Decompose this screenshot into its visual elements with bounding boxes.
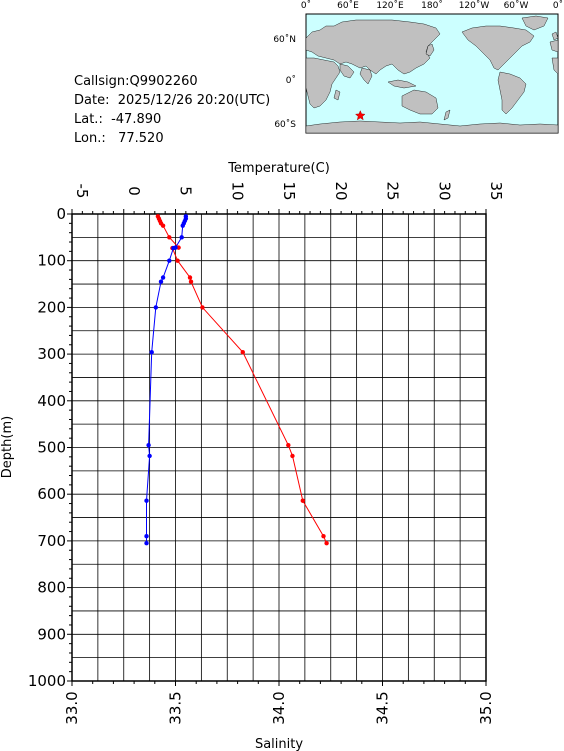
north-america-land xyxy=(461,25,535,71)
salinity-data-point xyxy=(146,442,151,448)
salinity-tick-label: 33.5 xyxy=(167,691,185,724)
temperature-tick-label: 25 xyxy=(384,181,402,200)
eurasia-land xyxy=(305,19,441,75)
temperature-data-point xyxy=(188,279,194,284)
salinity-data-point xyxy=(144,498,149,503)
temperature-data-point xyxy=(324,541,329,546)
salinity-data-point xyxy=(144,534,149,539)
map-lat-label: 0˚ xyxy=(286,75,296,86)
map-lon-label: 120˚E xyxy=(376,0,404,11)
africa-west-land xyxy=(551,57,559,75)
depth-tick-label: 500 xyxy=(37,439,66,457)
salinity-tick-label: 35.0 xyxy=(477,691,495,724)
salinity-data-point xyxy=(167,258,172,263)
temperature-data-point xyxy=(240,350,245,355)
map-lon-label: 60˚W xyxy=(504,0,529,11)
arabia-land xyxy=(339,63,355,79)
depth-tick-label: 0 xyxy=(56,205,66,223)
temperature-tick-label: 20 xyxy=(332,181,350,200)
minor-ticks xyxy=(67,209,487,686)
salinity-data-point xyxy=(158,279,164,284)
temperature-tick-label: 10 xyxy=(228,181,246,200)
depth-tick-labels: 0 100 200 300 400 500 600 700 800 900 1000 xyxy=(28,205,66,690)
temperature-data-point xyxy=(175,258,180,263)
uk-land xyxy=(551,31,559,41)
temperature-data-point xyxy=(176,245,181,250)
depth-tick-label: 100 xyxy=(37,252,66,270)
depth-tick-label: 300 xyxy=(37,345,66,363)
japan-land xyxy=(425,43,435,57)
date-text: Date: 2025/12/26 20:20(UTC) xyxy=(74,93,271,108)
temperature-data-point xyxy=(290,453,295,459)
temperature-data-point xyxy=(300,498,306,503)
map-lat-label: 60˚N xyxy=(273,34,296,45)
depth-tick-label: 900 xyxy=(37,625,66,643)
indonesia-land xyxy=(387,79,417,89)
depth-tick-label: 600 xyxy=(37,485,66,503)
australia-land xyxy=(401,89,439,115)
temperature-tick-label: 35 xyxy=(487,181,505,200)
africa-land xyxy=(305,57,341,109)
longitude-text: Lon.: 77.520 xyxy=(74,131,164,146)
temperature-tick-label: 30 xyxy=(435,181,453,200)
temperature-data-point xyxy=(200,305,205,310)
chart-grid xyxy=(72,214,486,681)
map-lon-label: 0˚ xyxy=(301,0,311,11)
salinity-axis-title: Salinity xyxy=(255,737,303,751)
salinity-tick-label: 34.5 xyxy=(374,691,392,724)
temperature-axis-title: Temperature(C) xyxy=(227,161,330,176)
temperature-data-point xyxy=(321,534,326,539)
station-info: Callsign:Q9902260 Date: 2025/12/26 20:20… xyxy=(74,72,270,148)
depth-tick-label: 400 xyxy=(37,392,66,410)
map-lon-label: 0˚ xyxy=(553,0,563,11)
temperature-data-point xyxy=(286,442,291,448)
new-zealand-land xyxy=(443,109,451,121)
temperature-tick-label: 0 xyxy=(125,186,143,196)
south-america-land xyxy=(497,71,527,115)
greenland-land xyxy=(521,15,549,31)
latitude-text: Lat.: -47.890 xyxy=(74,112,162,127)
temperature-tick-label: 5 xyxy=(177,186,195,196)
depth-tick-label: 800 xyxy=(37,579,66,597)
depth-tick-label: 700 xyxy=(37,532,66,550)
temperature-data-point xyxy=(167,235,172,240)
depth-tick-label: 200 xyxy=(37,298,66,316)
india-land xyxy=(359,67,373,85)
salinity-tick-labels: 33.0 33.5 34.0 34.5 35.0 xyxy=(63,691,495,724)
madagascar-land xyxy=(333,89,341,101)
salinity-data-point xyxy=(147,453,152,459)
salinity-tick-label: 33.0 xyxy=(63,691,81,724)
station-star-icon xyxy=(354,110,366,121)
depth-axis-title: Depth(m) xyxy=(0,416,15,478)
temperature-data-point xyxy=(187,275,193,280)
map-lon-label: 60˚E xyxy=(337,0,359,11)
europe-west-land xyxy=(549,39,559,53)
temperature-tick-labels: -5 0 5 10 15 20 25 30 35 xyxy=(73,181,505,200)
map-lon-label: 180˚ xyxy=(421,0,443,11)
salinity-data-point xyxy=(149,350,154,355)
antarctica-land xyxy=(305,120,559,134)
salinity-data-point xyxy=(171,245,176,251)
data-series xyxy=(144,214,329,546)
map-lon-label: 120˚W xyxy=(459,0,490,11)
depth-tick-label: 1000 xyxy=(28,672,66,690)
map-lat-label: 60˚S xyxy=(274,119,296,130)
temperature-data-point xyxy=(160,223,166,228)
temperature-tick-label: 15 xyxy=(280,181,298,200)
callsign-text: Callsign:Q9902260 xyxy=(74,74,198,89)
salinity-data-point xyxy=(180,223,185,228)
salinity-data-point xyxy=(144,541,149,546)
salinity-data-point xyxy=(153,305,159,310)
salinity-data-point xyxy=(160,275,166,280)
salinity-data-point xyxy=(179,235,184,240)
temperature-tick-label: -5 xyxy=(73,184,91,199)
map-land xyxy=(305,15,559,134)
salinity-tick-label: 34.0 xyxy=(270,691,288,724)
